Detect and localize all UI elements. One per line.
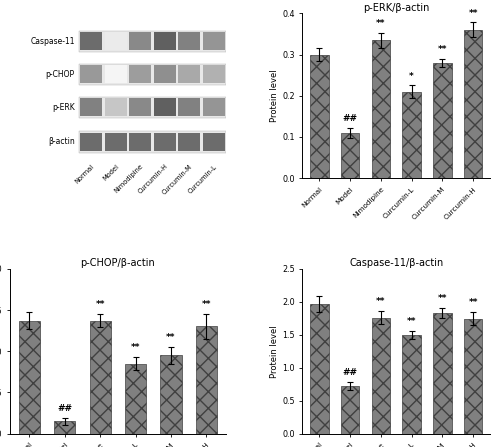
Bar	[202, 32, 224, 51]
Bar	[154, 98, 176, 116]
Bar	[202, 133, 224, 151]
Text: ##: ##	[342, 368, 357, 377]
Text: Caspase-11: Caspase-11	[30, 37, 74, 46]
Bar	[178, 32, 200, 51]
Text: p-ERK: p-ERK	[52, 103, 74, 112]
Text: Nimodipine: Nimodipine	[114, 163, 144, 194]
Text: β-actin: β-actin	[48, 137, 74, 147]
Text: Curcumin-L: Curcumin-L	[187, 163, 218, 194]
Bar	[19, 320, 40, 434]
Text: Curcumin-M: Curcumin-M	[161, 163, 194, 196]
Bar	[80, 133, 102, 151]
Bar	[54, 421, 76, 434]
Bar	[79, 97, 226, 118]
Bar	[104, 32, 126, 51]
Bar	[129, 32, 151, 51]
Bar	[402, 92, 421, 178]
Bar	[402, 335, 421, 434]
Bar	[80, 98, 102, 116]
Bar	[104, 133, 126, 151]
Text: **: **	[376, 297, 386, 306]
Bar	[104, 65, 126, 84]
Bar	[79, 63, 226, 85]
Bar	[202, 98, 224, 116]
Text: Curcumin-H: Curcumin-H	[137, 163, 169, 195]
Bar	[372, 40, 390, 178]
Bar	[178, 98, 200, 116]
Text: **: **	[131, 343, 140, 352]
Text: ##: ##	[58, 404, 72, 413]
Text: Model: Model	[102, 163, 120, 182]
Text: **: **	[407, 317, 416, 326]
Text: **: **	[202, 300, 211, 309]
Bar	[129, 65, 151, 84]
Bar	[464, 30, 482, 178]
Text: ##: ##	[342, 114, 357, 123]
Bar	[154, 133, 176, 151]
Bar	[80, 32, 102, 51]
Bar	[178, 133, 200, 151]
Bar	[90, 320, 111, 434]
Bar	[160, 355, 182, 434]
Bar	[80, 65, 102, 84]
Bar	[178, 65, 200, 84]
Bar	[79, 31, 226, 52]
Bar	[196, 326, 217, 434]
Text: **: **	[166, 333, 175, 342]
Text: **: **	[96, 300, 105, 309]
Title: p-CHOP/β-actin: p-CHOP/β-actin	[80, 258, 156, 268]
Text: Normal: Normal	[74, 163, 96, 185]
Text: p-CHOP: p-CHOP	[46, 70, 74, 79]
Text: **: **	[438, 294, 447, 303]
Text: **: **	[468, 8, 478, 17]
Text: **: **	[376, 19, 386, 28]
Bar	[154, 32, 176, 51]
Bar	[125, 363, 146, 434]
Bar	[129, 133, 151, 151]
Bar	[104, 98, 126, 116]
Bar	[341, 133, 359, 178]
Bar	[464, 319, 482, 434]
Bar	[310, 55, 328, 178]
Bar	[154, 65, 176, 84]
Y-axis label: Protein level: Protein level	[270, 69, 280, 122]
Bar	[79, 131, 226, 152]
Bar	[433, 63, 452, 178]
Text: *: *	[409, 72, 414, 80]
Text: **: **	[468, 298, 478, 308]
Y-axis label: Protein level: Protein level	[270, 325, 279, 378]
Bar	[372, 317, 390, 434]
Bar	[129, 98, 151, 116]
Bar	[433, 313, 452, 434]
Bar	[310, 304, 328, 434]
Text: **: **	[438, 45, 447, 54]
Bar	[341, 386, 359, 434]
Title: Caspase-11/β-actin: Caspase-11/β-actin	[349, 258, 444, 268]
Bar	[202, 65, 224, 84]
Title: p-ERK/β-actin: p-ERK/β-actin	[363, 3, 430, 13]
